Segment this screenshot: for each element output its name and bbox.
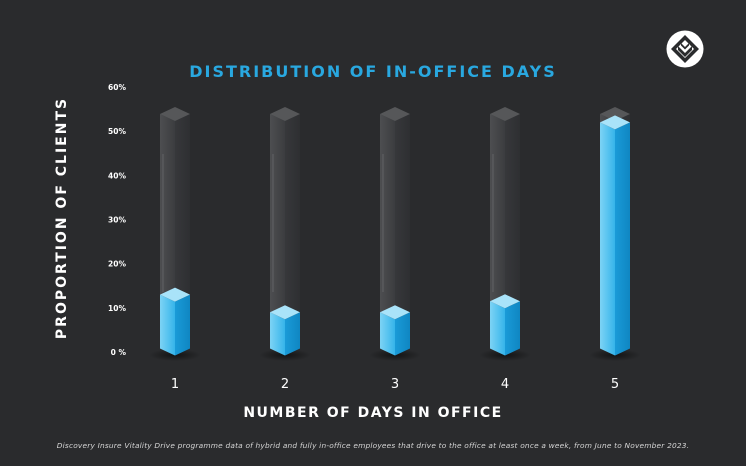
x-tick-label: 2 — [281, 377, 289, 392]
bar-glass-front — [270, 114, 285, 356]
bar-fill-side — [395, 312, 410, 356]
discovery-logo-icon — [666, 30, 704, 68]
y-tick-label: 30% — [108, 216, 126, 225]
x-tick-label: 1 — [171, 377, 179, 392]
bar — [369, 107, 421, 361]
x-tick-label: 3 — [391, 377, 399, 392]
bar-fill-front — [490, 301, 505, 356]
bar-fill-front — [380, 312, 395, 356]
y-tick-label: 50% — [108, 127, 126, 136]
bar-fill-top — [160, 287, 190, 302]
bar-fill-top — [270, 305, 300, 320]
bar — [259, 107, 311, 361]
bar-fill-side — [615, 122, 630, 356]
bar-glass-side — [505, 114, 520, 356]
bar-fill-top — [380, 305, 410, 320]
y-tick-label: 0 % — [111, 348, 127, 357]
bar-glass-side — [395, 114, 410, 356]
bar-fill-front — [270, 312, 285, 356]
bar — [479, 107, 531, 361]
bar — [149, 107, 201, 361]
source-footnote: Discovery Insure Vitality Drive programm… — [56, 441, 690, 450]
y-axis-label: PROPORTION OF CLIENTS — [54, 96, 70, 340]
bar-glass-front — [490, 114, 505, 356]
bar-fill-top — [600, 115, 630, 130]
bar-glass-front — [380, 114, 395, 356]
bar-fill-side — [505, 301, 520, 356]
x-axis-label: NUMBER OF DAYS IN OFFICE — [243, 405, 503, 421]
bar-fill-top — [490, 294, 520, 309]
x-tick-label: 4 — [501, 377, 509, 392]
bar-glass-top — [380, 107, 410, 121]
bar-glass-top — [490, 107, 520, 121]
y-tick-label: 60% — [108, 83, 126, 92]
bar-glass-side — [285, 114, 300, 356]
bar-fill-side — [175, 294, 190, 356]
bar-fill-front — [600, 122, 615, 356]
bar-glass-top — [600, 107, 630, 121]
bar-fill-front — [160, 294, 175, 356]
bar-glass-top — [160, 107, 190, 121]
y-tick-label: 40% — [108, 171, 126, 180]
bar — [589, 107, 641, 361]
bar-glass-top — [270, 107, 300, 121]
x-tick-label: 5 — [611, 377, 619, 392]
y-tick-label: 10% — [108, 304, 126, 313]
y-tick-label: 20% — [108, 260, 126, 269]
chart-title: DISTRIBUTION OF IN-OFFICE DAYS — [189, 62, 557, 81]
bar-fill-side — [285, 312, 300, 356]
